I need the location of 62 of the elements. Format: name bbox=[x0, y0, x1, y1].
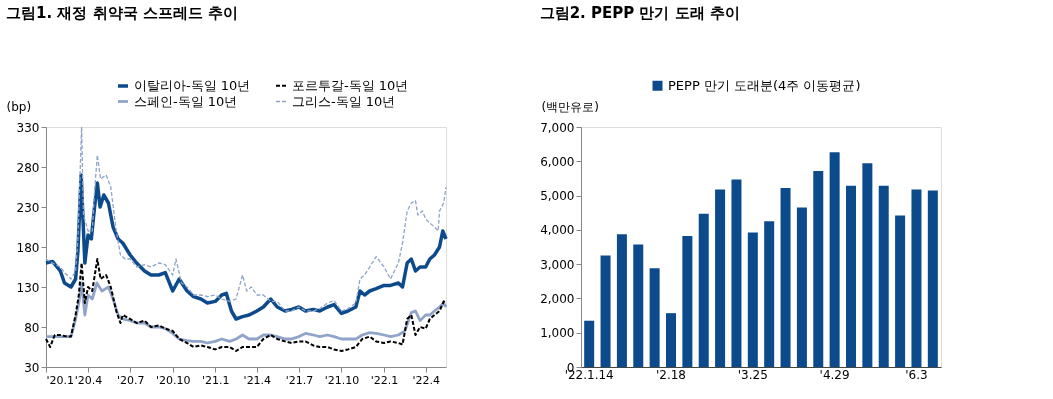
x-tick-label: '21.7 bbox=[285, 373, 314, 387]
y-tick-label: 3,000 bbox=[540, 257, 575, 272]
x-tick-label: '22.1 bbox=[370, 373, 399, 387]
line-series bbox=[44, 173, 448, 321]
y-axis-title: (bp) bbox=[6, 99, 32, 114]
y-tick-label: 1,000 bbox=[540, 326, 575, 341]
bar bbox=[829, 152, 840, 367]
legend-label: 포르투갈-독일 10년 bbox=[292, 77, 409, 93]
bar bbox=[600, 255, 611, 367]
x-tick-label: '20.4 bbox=[74, 373, 103, 387]
bar bbox=[682, 236, 693, 367]
x-tick-label: '20.7 bbox=[116, 373, 145, 387]
line-series bbox=[45, 126, 447, 312]
y-tick-label: 180 bbox=[16, 240, 40, 255]
y-tick-label: 5,000 bbox=[540, 189, 575, 204]
chart-title: 그림1. 재정 취약국 스프레드 추이 bbox=[6, 4, 239, 22]
bar bbox=[927, 190, 938, 367]
legend-label: 그리스-독일 10년 bbox=[292, 93, 396, 109]
bar bbox=[911, 189, 922, 367]
bar bbox=[878, 185, 889, 367]
bar bbox=[846, 185, 856, 367]
bar bbox=[813, 170, 824, 367]
x-tick-label: '22.4 bbox=[412, 373, 440, 387]
x-tick-label: '3.25 bbox=[737, 367, 768, 382]
x-tick-label: '20.10 bbox=[155, 373, 191, 387]
y-tick-label: 280 bbox=[16, 160, 40, 175]
legend-label: PEPP 만기 도래분(4주 이동평균) bbox=[668, 77, 861, 93]
x-tick-label: '2.18 bbox=[655, 367, 687, 382]
bar bbox=[616, 234, 627, 367]
bar bbox=[747, 232, 758, 367]
bar bbox=[780, 188, 791, 367]
bar bbox=[764, 221, 775, 367]
legend-label: 이탈리아-독일 10년 bbox=[134, 78, 251, 93]
chart-title: 그림2. PEPP 만기 도래 추이 bbox=[539, 4, 740, 22]
y-tick-label: 130 bbox=[16, 280, 40, 295]
x-tick-label: '6.3 bbox=[905, 367, 928, 382]
bar bbox=[796, 207, 807, 367]
x-tick-label: '21.1 bbox=[201, 373, 230, 387]
bar bbox=[649, 268, 660, 367]
bar bbox=[584, 320, 595, 367]
bar bbox=[715, 189, 726, 367]
bar bbox=[731, 179, 742, 367]
bar bbox=[666, 313, 676, 367]
y-tick-label: 6,000 bbox=[540, 154, 575, 169]
y-tick-label: 30 bbox=[24, 360, 40, 375]
y-tick-label: 80 bbox=[24, 320, 40, 335]
y-axis-title: (백만유로) bbox=[541, 99, 599, 114]
y-tick-label: 330 bbox=[16, 120, 40, 135]
bar bbox=[862, 163, 873, 367]
x-tick-label: '20.1 bbox=[46, 373, 75, 387]
y-tick-label: 7,000 bbox=[540, 120, 575, 135]
x-tick-label: '21.10 bbox=[324, 373, 360, 387]
bar bbox=[698, 213, 709, 367]
legend-label: 스페인-독일 10년 bbox=[134, 93, 238, 109]
y-tick-label: 230 bbox=[16, 200, 40, 215]
x-tick-label: '4.29 bbox=[819, 367, 850, 382]
bar bbox=[895, 215, 906, 367]
y-tick-label: 2,000 bbox=[540, 291, 575, 306]
bar bbox=[633, 244, 644, 367]
y-tick-label: 4,000 bbox=[540, 223, 575, 238]
x-tick-label: '21.4 bbox=[243, 373, 272, 387]
line-series bbox=[44, 257, 448, 353]
